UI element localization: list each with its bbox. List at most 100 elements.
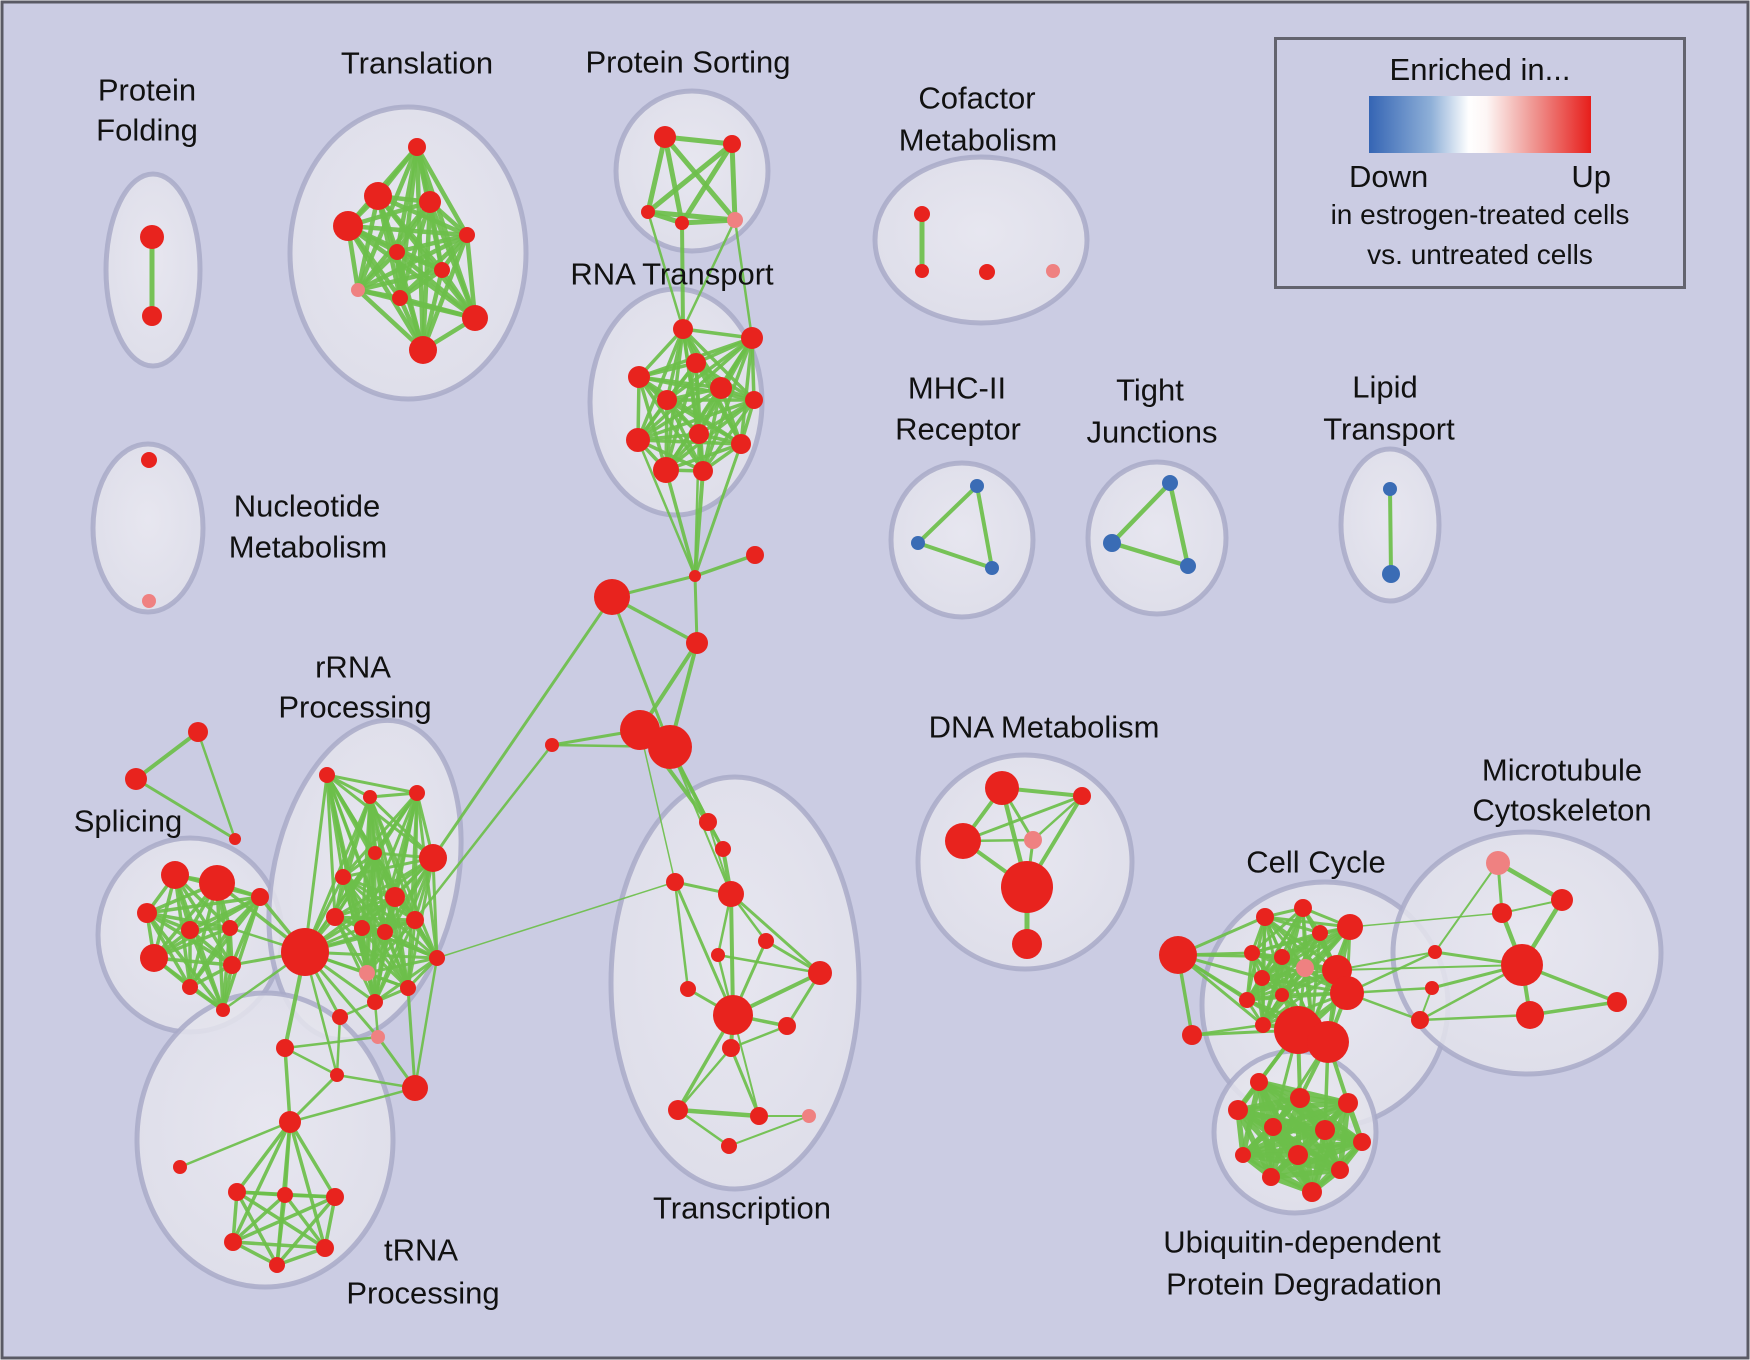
edge-rrna-processing xyxy=(325,773,372,799)
node-red-4 xyxy=(419,191,441,213)
node-pink-111 xyxy=(1024,831,1042,849)
node-red-71 xyxy=(400,980,416,996)
cluster-label: Nucleotide xyxy=(234,489,380,524)
edge-translation xyxy=(355,267,445,293)
node-red-47 xyxy=(161,861,189,889)
edge-splicing xyxy=(145,911,232,930)
node-red-144 xyxy=(1228,1100,1248,1120)
cluster-label: Junctions xyxy=(1087,415,1218,450)
edge xyxy=(639,729,676,883)
cluster-ellipse-mhc-ii-receptor xyxy=(888,460,1036,620)
cluster-label: Protein Degradation xyxy=(1166,1267,1442,1302)
node-red-78 xyxy=(279,1111,301,1133)
edge-splicing xyxy=(152,895,262,960)
cluster-label: Ubiquitin-dependent xyxy=(1163,1225,1441,1260)
node-red-147 xyxy=(1353,1133,1371,1151)
node-red-94 xyxy=(715,841,731,857)
node-red-99 xyxy=(680,981,696,997)
node-red-72 xyxy=(429,950,445,966)
node-red-142 xyxy=(1290,1088,1310,1108)
edge-ubiquitin-degradation xyxy=(1268,1167,1343,1180)
edge-translation xyxy=(355,287,426,353)
node-red-79 xyxy=(173,1160,187,1174)
cluster-label: Receptor xyxy=(895,412,1021,447)
node-red-107 xyxy=(721,1138,737,1154)
edge-translation xyxy=(397,267,445,301)
node-blue-37 xyxy=(911,536,925,550)
edge-cell-cycle xyxy=(1260,925,1352,980)
node-red-114 xyxy=(1159,936,1197,974)
edge-translation xyxy=(414,144,470,238)
edge-trna-processing xyxy=(235,1120,292,1194)
edge xyxy=(693,574,699,645)
edge-rrna-processing xyxy=(333,795,372,919)
node-red-2 xyxy=(408,138,426,156)
node-red-149 xyxy=(1288,1145,1308,1165)
edge-protein-sorting xyxy=(662,134,685,226)
edge xyxy=(693,553,757,578)
node-blue-41 xyxy=(1180,558,1196,574)
edge-rna-transport xyxy=(636,438,705,473)
node-blue-42 xyxy=(1383,482,1397,496)
cluster-label: Protein xyxy=(98,73,196,108)
node-red-131 xyxy=(1307,1021,1349,1063)
node-red-101 xyxy=(713,995,753,1035)
node-red-8 xyxy=(434,262,450,278)
cluster-label: Transport xyxy=(1323,412,1455,447)
edge xyxy=(134,777,237,841)
edge xyxy=(134,730,200,781)
node-red-34 xyxy=(141,452,157,468)
node-pink-69 xyxy=(359,965,375,981)
node-red-105 xyxy=(750,1107,768,1125)
cluster-label: Transcription xyxy=(653,1191,831,1226)
node-red-98 xyxy=(711,948,725,962)
edge xyxy=(1031,794,1084,842)
node-red-50 xyxy=(181,921,199,939)
edge xyxy=(610,595,672,749)
edge xyxy=(693,442,743,578)
node-red-125 xyxy=(1239,992,1255,1008)
edge-trna-processing xyxy=(235,1190,279,1267)
node-red-59 xyxy=(409,785,425,801)
cluster-label: RNA Transport xyxy=(570,257,774,292)
edge-rna-transport xyxy=(681,327,754,340)
edge-rrna-processing xyxy=(365,918,417,975)
edge-protein-sorting xyxy=(679,141,735,226)
node-red-76 xyxy=(402,1075,428,1101)
edge-splicing xyxy=(173,873,234,967)
edge xyxy=(675,1107,762,1119)
cluster-label: Metabolism xyxy=(229,530,388,565)
node-red-53 xyxy=(182,979,198,995)
edge xyxy=(1109,540,1191,569)
edge-rrna-processing xyxy=(360,926,410,990)
cluster-ellipse-nucleotide-metabolism xyxy=(90,441,206,615)
edge xyxy=(716,953,822,975)
edge-protein-sorting xyxy=(662,134,738,223)
edge xyxy=(1349,912,1503,928)
edge-rrna-processing xyxy=(325,773,419,795)
node-red-152 xyxy=(1302,1182,1322,1202)
edge xyxy=(673,880,735,1017)
node-red-140 xyxy=(1411,1011,1429,1029)
edge-trna-processing xyxy=(231,1240,327,1250)
edge xyxy=(975,484,994,570)
cluster-ellipse-cofactor-metabolism xyxy=(872,154,1090,326)
node-red-46 xyxy=(229,833,241,845)
edge xyxy=(729,892,822,975)
node-red-146 xyxy=(1315,1120,1335,1140)
node-red-27 xyxy=(657,390,677,410)
cluster-label: Processing xyxy=(278,690,431,725)
node-red-143 xyxy=(1338,1093,1358,1113)
cluster-label: Microtubule xyxy=(1482,753,1642,788)
legend-down-label: Down xyxy=(1349,159,1429,194)
node-red-19 xyxy=(915,264,929,278)
edge-trna-processing xyxy=(231,1195,337,1244)
edge-trna-processing xyxy=(275,1195,337,1267)
cluster-label: Folding xyxy=(96,113,198,148)
node-red-73 xyxy=(332,1009,348,1025)
legend-subtitle-line2: vs. untreated cells xyxy=(1367,239,1593,270)
edge-ubiquitin-degradation xyxy=(1235,1100,1351,1113)
edge-rna-transport xyxy=(637,375,756,402)
node-red-126 xyxy=(1275,988,1289,1002)
